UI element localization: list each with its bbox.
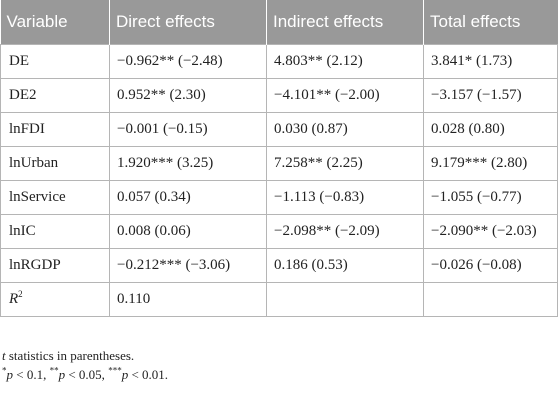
variable-cell: lnIC (0, 214, 110, 249)
total-cell: 3.841* (1.73) (423, 44, 558, 79)
table-row: DE −0.962** (−2.48) 4.803** (2.12) 3.841… (0, 44, 558, 79)
regression-table: Variable Direct effects Indirect effects… (0, 0, 558, 317)
note-sig-text: < 0.1, (13, 367, 50, 382)
total-cell: −1.055 (−0.77) (423, 180, 558, 215)
header-indirect-effects: Indirect effects (266, 0, 424, 45)
table-row: lnUrban 1.920*** (3.25) 7.258** (2.25) 9… (0, 146, 558, 181)
indirect-cell: 7.258** (2.25) (266, 146, 424, 181)
header-row: Variable Direct effects Indirect effects… (0, 0, 558, 45)
direct-cell: −0.212*** (−3.06) (109, 248, 267, 283)
direct-cell: 0.057 (0.34) (109, 180, 267, 215)
note-p-symbol: p (6, 367, 14, 382)
indirect-cell: 4.803** (2.12) (266, 44, 424, 79)
total-cell: −0.026 (−0.08) (423, 248, 558, 283)
r-squared-label: R2 (0, 282, 110, 317)
indirect-cell: 0.186 (0.53) (266, 248, 424, 283)
indirect-cell: −1.113 (−0.83) (266, 180, 424, 215)
note-sig-text: < 0.01. (128, 367, 169, 382)
total-cell: 9.179*** (2.80) (423, 146, 558, 181)
empty-cell (423, 282, 558, 317)
header-variable: Variable (0, 0, 110, 45)
table-row: DE2 0.952** (2.30) −4.101** (−2.00) −3.1… (0, 78, 558, 113)
r-squared-value: 0.110 (109, 282, 267, 317)
direct-cell: 1.920*** (3.25) (109, 146, 267, 181)
table-notes: t statistics in parentheses. *p < 0.1, *… (2, 346, 168, 384)
variable-cell: DE (0, 44, 110, 79)
note-t-statistics: t statistics in parentheses. (2, 346, 168, 365)
indirect-cell: −2.098** (−2.09) (266, 214, 424, 249)
total-cell: −2.090** (−2.03) (423, 214, 558, 249)
variable-cell: lnService (0, 180, 110, 215)
header-total-effects: Total effects (423, 0, 558, 45)
note-sig-star: * (2, 365, 7, 376)
table-row: lnIC 0.008 (0.06) −2.098** (−2.09) −2.09… (0, 214, 558, 249)
variable-cell: lnFDI (0, 112, 110, 147)
variable-cell: lnUrban (0, 146, 110, 181)
note-significance: *p < 0.1, **p < 0.05, ***p < 0.01. (2, 365, 168, 384)
total-cell: −3.157 (−1.57) (423, 78, 558, 113)
direct-cell: −0.001 (−0.15) (109, 112, 267, 147)
indirect-cell: 0.030 (0.87) (266, 112, 424, 147)
direct-cell: 0.952** (2.30) (109, 78, 267, 113)
note-sig-text: < 0.05, (65, 367, 109, 382)
note-sig-star: ** (49, 365, 59, 376)
direct-cell: 0.008 (0.06) (109, 214, 267, 249)
note-t-text: statistics in parentheses. (5, 348, 135, 363)
r-squared-sup: 2 (18, 289, 23, 299)
total-cell: 0.028 (0.80) (423, 112, 558, 147)
indirect-cell: −4.101** (−2.00) (266, 78, 424, 113)
table-row-r-squared: R2 0.110 (0, 282, 558, 317)
r-squared-base: R (9, 291, 19, 307)
variable-cell: lnRGDP (0, 248, 110, 283)
direct-cell: −0.962** (−2.48) (109, 44, 267, 79)
empty-cell (266, 282, 424, 317)
table-row: lnRGDP −0.212*** (−3.06) 0.186 (0.53) −0… (0, 248, 558, 283)
note-t-symbol: t (2, 348, 6, 363)
note-p-symbol: p (121, 367, 129, 382)
header-direct-effects: Direct effects (109, 0, 267, 45)
note-sig-star: *** (108, 365, 122, 376)
table-row: lnFDI −0.001 (−0.15) 0.030 (0.87) 0.028 … (0, 112, 558, 147)
variable-cell: DE2 (0, 78, 110, 113)
note-p-symbol: p (58, 367, 66, 382)
table-row: lnService 0.057 (0.34) −1.113 (−0.83) −1… (0, 180, 558, 215)
